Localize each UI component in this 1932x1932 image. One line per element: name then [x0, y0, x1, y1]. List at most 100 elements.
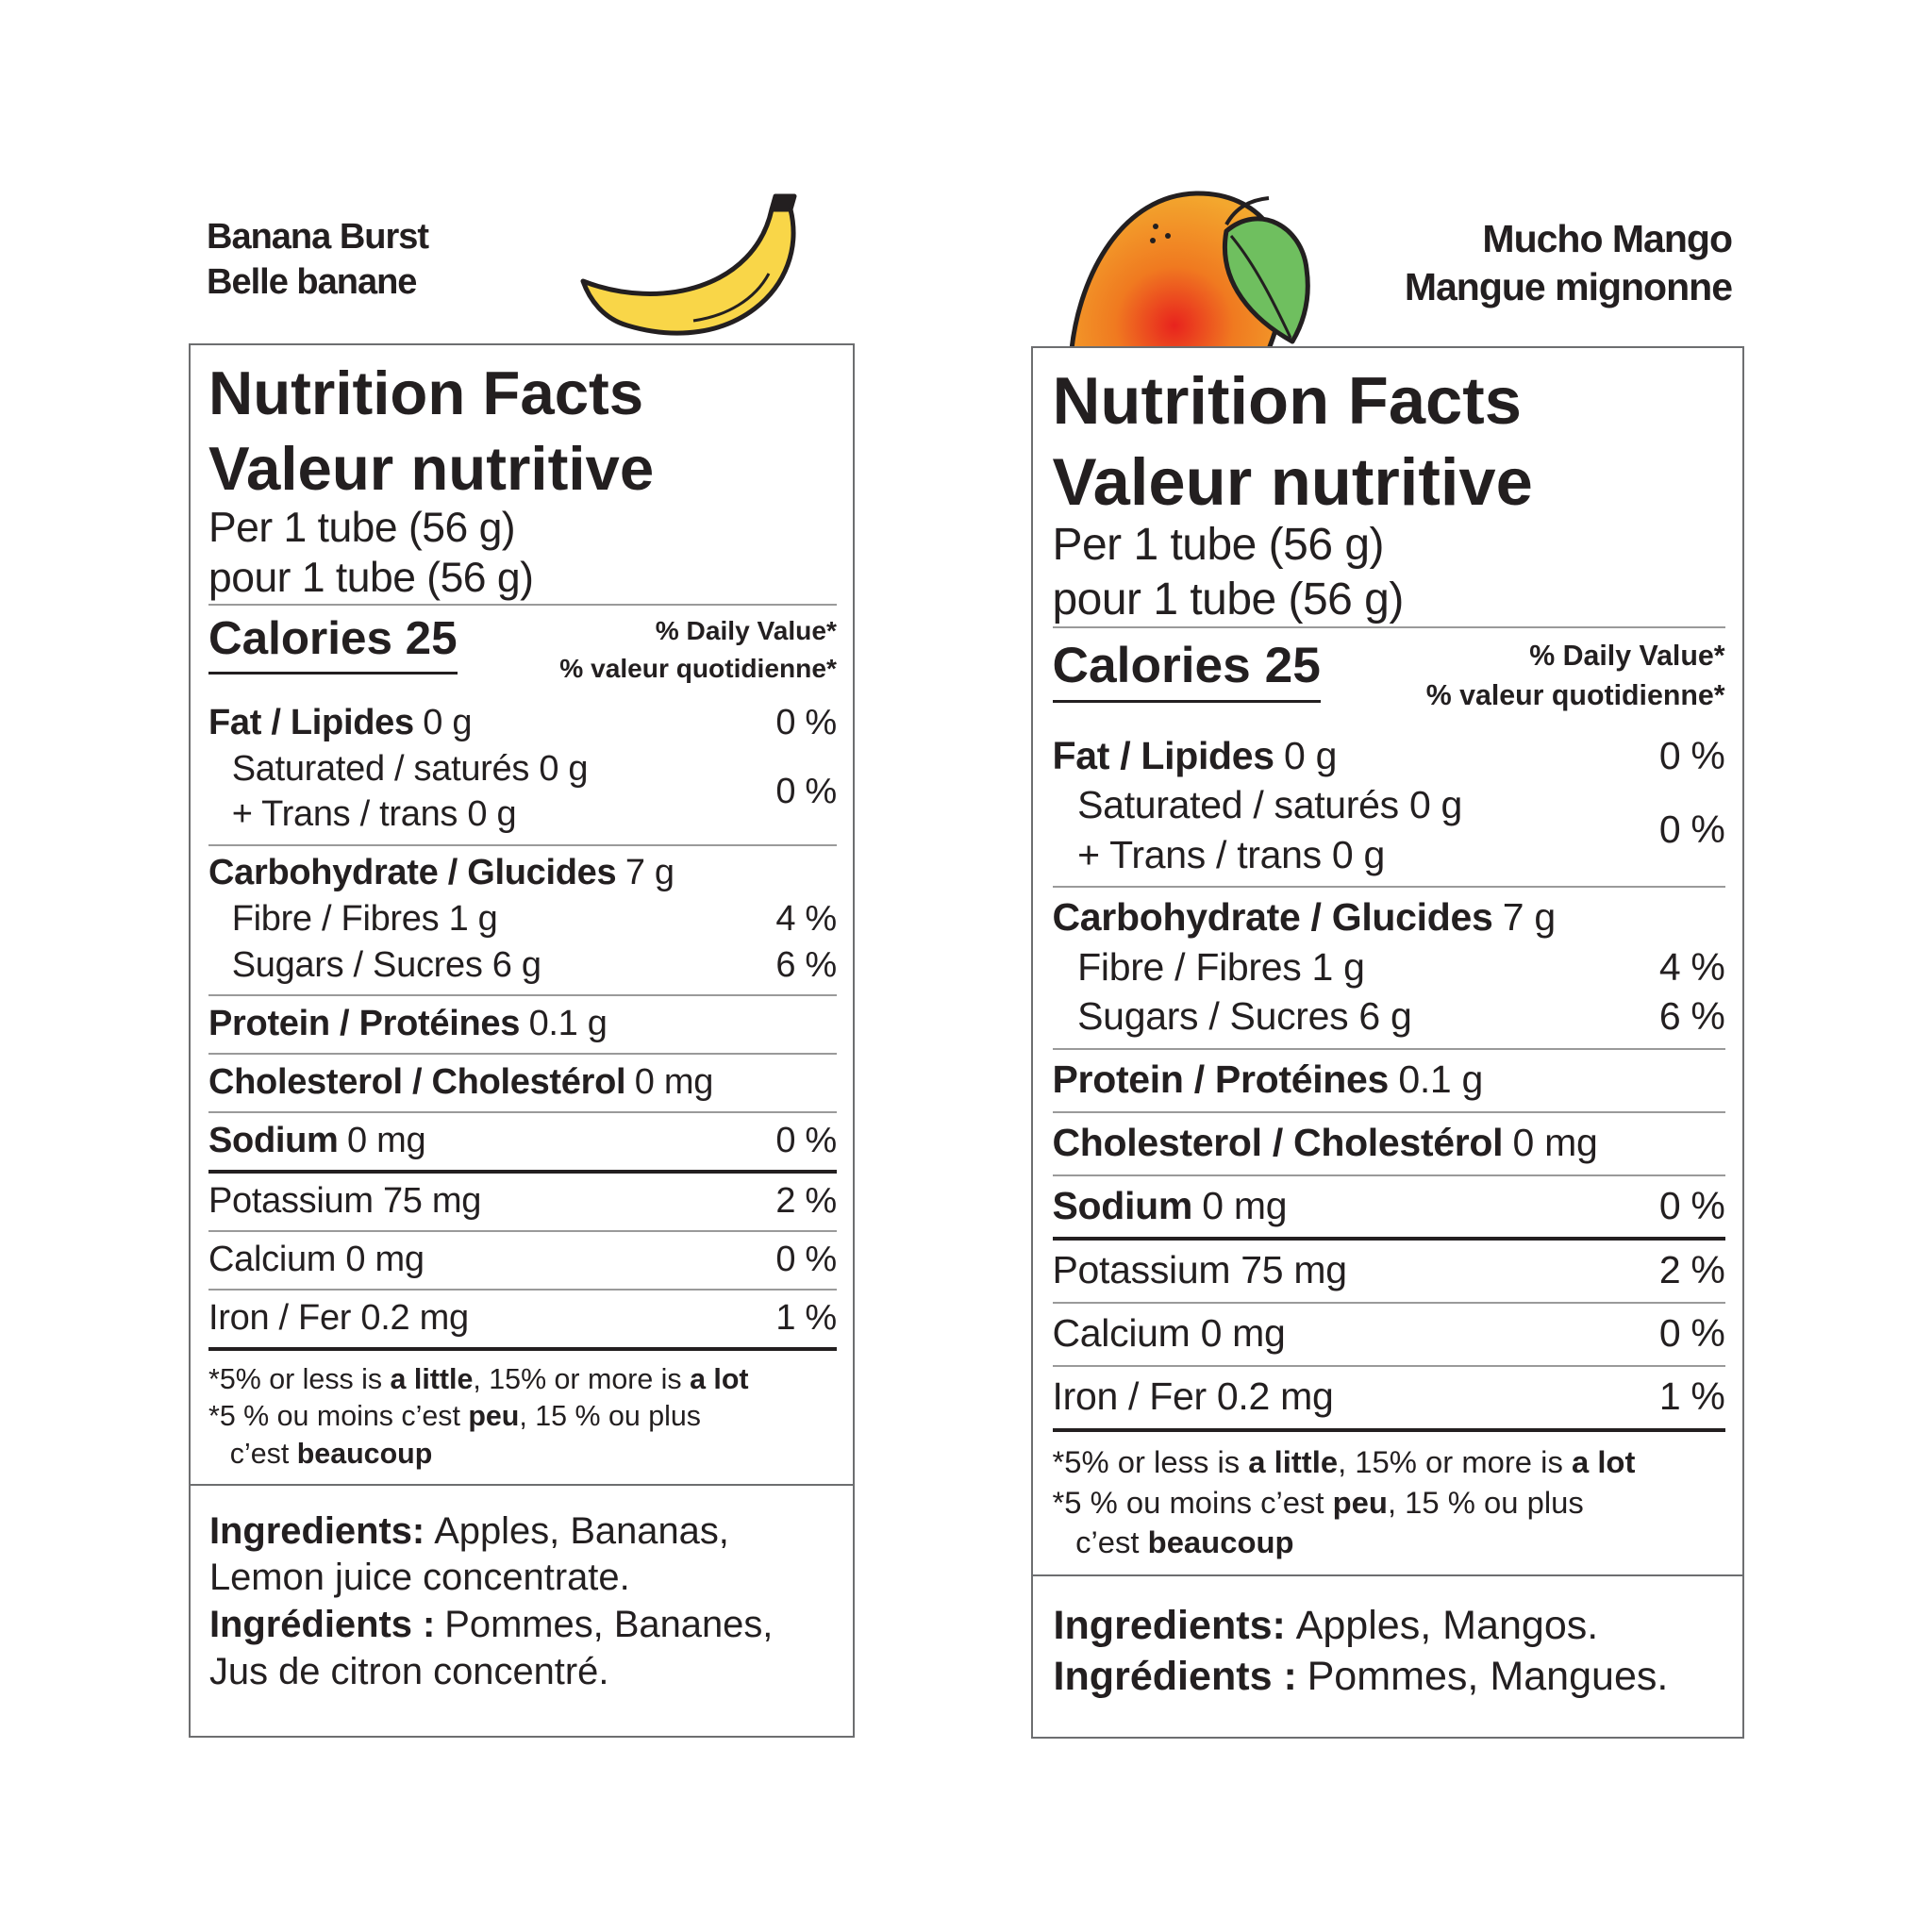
footnote-text: , 15 % ou plus [519, 1400, 701, 1433]
footnote-line: *5 % ou moins c’est peu, 15 % ou plus [1053, 1483, 1725, 1524]
protein-label: Protein / Protéines 0.1 g [208, 1001, 608, 1047]
sodium-amount: 0 mg [1202, 1183, 1288, 1227]
calcium-group: Calcium 0 mg 0 % [1053, 1304, 1725, 1365]
carbohydrate-amount: 7 g [1502, 895, 1556, 940]
ingredients-fr: Ingrédients : Pommes, Mangues. [1054, 1652, 1724, 1703]
calories-row: Calories 25 % Daily Value* % valeur quotid… [1052, 628, 1725, 725]
carbohydrate-group: Carbohydrate / Glucides 7 g Fibre / Fibres… [1053, 888, 1725, 1048]
ingredients-text: Apples, Bananas, Lemon juice concentrate… [208, 1509, 729, 1599]
fat-group: Fat / Lipides 0 g 0 % Saturated / saturés 0… [208, 696, 837, 844]
divider [208, 603, 837, 606]
cholesterol-amount: 0 mg [634, 1061, 714, 1102]
carbohydrate-amount: 7 g [625, 853, 675, 893]
sodium-amount: 0 mg [347, 1120, 426, 1160]
ingredients-en: Ingredients: Apples, Mangos. [1054, 1601, 1724, 1652]
nutrition-label: Nutrition Facts Valeur nutritive Per 1 tub… [189, 343, 855, 1738]
potassium-group: Potassium 75 mg 2 % [1053, 1241, 1725, 1302]
fibre-row: Fibre / Fibres 1 g 4 % [1053, 942, 1725, 991]
ingredients-en: Ingredients: Apples, Bananas, Lemon juice… [209, 1508, 836, 1603]
facts-section: Nutrition Facts Valeur nutritive Per 1 tub… [191, 345, 853, 1484]
footnote-text: , 15 % ou plus [1387, 1484, 1584, 1520]
sugars-name: Sugars / Sucres 6 g [1077, 994, 1412, 1039]
serving-en: Per 1 tube (56 g) [208, 505, 516, 552]
footnote-line: *5% or less is a little, 15% or more is … [208, 1361, 837, 1399]
sodium-name: Sodium [208, 1120, 339, 1160]
divider [1052, 626, 1725, 629]
protein-name: Protein / Protéines [208, 1003, 521, 1043]
title-en: Nutrition Facts [1052, 362, 1522, 438]
cholesterol-name: Cholesterol / Cholestérol [208, 1061, 626, 1102]
sugars-dv: 6 % [775, 944, 837, 985]
calcium-group: Calcium 0 mg 0 % [208, 1232, 837, 1289]
footnote-text: peu [468, 1400, 520, 1433]
serving-fr: pour 1 tube (56 g) [208, 555, 534, 602]
protein-row: Protein / Protéines 0.1 g [208, 1001, 837, 1047]
ingredients-label: Ingredients: [1053, 1603, 1286, 1649]
saturated: Saturated / saturés 0 g [1077, 783, 1463, 827]
divider [208, 1053, 837, 1056]
divider [1052, 1302, 1725, 1305]
iron-group: Iron / Fer 0.2 mg 1 % [1053, 1367, 1725, 1428]
calories: Calories 25 [1052, 637, 1321, 704]
footnote-line: *5 % ou moins c’est peu, 15 % ou plus [208, 1398, 837, 1436]
mango-icon [1069, 191, 1310, 352]
divider [1052, 1364, 1725, 1367]
fibre-name: Fibre / Fibres 1 g [1077, 944, 1365, 989]
fibre-name: Fibre / Fibres 1 g [231, 898, 498, 939]
protein-label: Protein / Protéines 0.1 g [1053, 1055, 1484, 1104]
ingredients-label: Ingrédients : [208, 1604, 436, 1646]
protein-group: Protein / Protéines 0.1 g [208, 996, 837, 1053]
fibre-dv: 4 % [1658, 944, 1725, 989]
iron-name: Iron / Fer 0.2 mg [208, 1297, 469, 1338]
footnote: *5% or less is a little, 15% or more is … [208, 1351, 837, 1473]
product-name-fr: Mangue mignonne [1404, 265, 1733, 309]
potassium-name: Potassium 75 mg [208, 1180, 482, 1221]
daily-value-header: % Daily Value* % valeur quotidienne* [559, 612, 837, 687]
sodium-label: Sodium 0 mg [208, 1118, 426, 1164]
footnote-line: c’est beaucoup [1053, 1523, 1725, 1563]
cholesterol-label: Cholesterol / Cholestérol 0 mg [208, 1059, 713, 1106]
saturated-trans-row: Saturated / saturés 0 g + Trans / trans 0… [1053, 780, 1725, 879]
footnote: *5% or less is a little, 15% or more is … [1053, 1432, 1725, 1563]
thick-divider [1052, 1237, 1725, 1241]
daily-value-header: % Daily Value* % valeur quotidienne* [1426, 637, 1725, 717]
sugars-dv: 6 % [1658, 994, 1725, 1039]
ingredients-text: Apples, Mangos. [1295, 1603, 1599, 1649]
banana-icon [580, 193, 797, 336]
sodium-group: Sodium 0 mg 0 % [1053, 1176, 1725, 1238]
footnote-text: *5 % ou moins c’est [208, 1400, 469, 1433]
daily-value-fr: % valeur quotidienne* [559, 653, 837, 683]
footnote-line: c’est beaucoup [208, 1436, 837, 1474]
sodium-label: Sodium 0 mg [1053, 1181, 1288, 1230]
fat-label: Fat / Lipides 0 g [208, 700, 473, 746]
serving-fr: pour 1 tube (56 g) [1052, 574, 1405, 625]
cholesterol-amount: 0 mg [1512, 1120, 1598, 1164]
iron-group: Iron / Fer 0.2 mg 1 % [208, 1291, 837, 1347]
saturated: Saturated / saturés 0 g [231, 748, 589, 789]
divider [1052, 886, 1725, 889]
cholesterol-label: Cholesterol / Cholestérol 0 mg [1053, 1118, 1598, 1167]
footnote-text: a lot [690, 1362, 749, 1395]
potassium-row: Potassium 75 mg 2 % [208, 1178, 837, 1224]
title-fr: Valeur nutritive [208, 434, 655, 504]
serving-en: Per 1 tube (56 g) [1052, 520, 1385, 571]
potassium-dv: 2 % [775, 1180, 837, 1221]
protein-amount: 0.1 g [528, 1003, 608, 1043]
fibre-row: Fibre / Fibres 1 g 4 % [208, 896, 838, 942]
potassium-dv: 2 % [1658, 1248, 1725, 1292]
daily-value-en: % Daily Value* [1529, 640, 1725, 672]
thick-divider [208, 1170, 837, 1174]
calcium-row: Calcium 0 mg 0 % [1053, 1308, 1725, 1357]
footnote-text: a little [1248, 1444, 1339, 1480]
calcium-name: Calcium 0 mg [208, 1239, 425, 1279]
fat-row: Fat / Lipides 0 g 0 % [1053, 731, 1725, 780]
calcium-label: Calcium 0 mg [208, 1237, 425, 1283]
fat-label: Fat / Lipides 0 g [1053, 731, 1338, 780]
potassium-name: Potassium 75 mg [1052, 1248, 1348, 1292]
potassium-label: Potassium 75 mg [208, 1178, 481, 1224]
thick-divider [208, 1347, 837, 1352]
divider [1052, 1174, 1725, 1176]
sodium-group: Sodium 0 mg 0 % [208, 1113, 837, 1170]
calcium-row: Calcium 0 mg 0 % [208, 1237, 837, 1283]
